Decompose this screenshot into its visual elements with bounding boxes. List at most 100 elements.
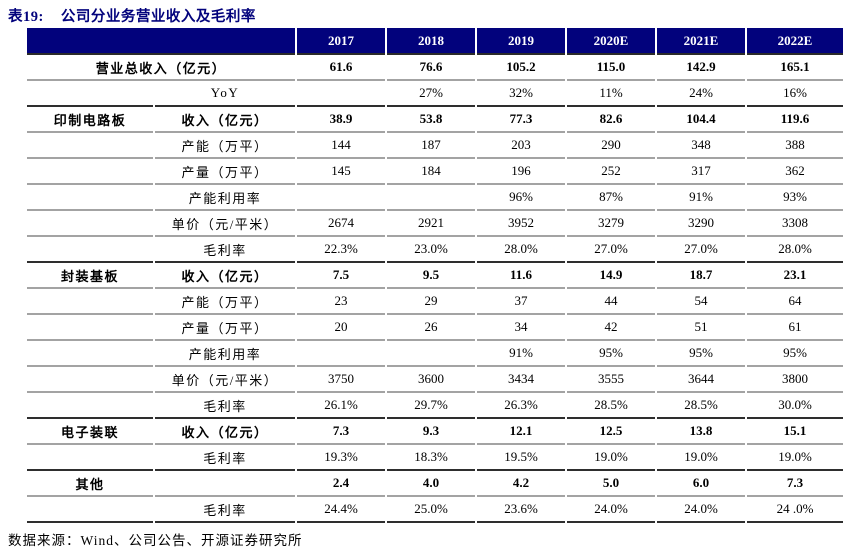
section-label <box>27 185 153 211</box>
value-cell: 115.0 <box>567 55 655 81</box>
section-label: 封装基板 <box>27 263 153 289</box>
value-cell: 2674 <box>297 211 385 237</box>
value-cell: 87% <box>567 185 655 211</box>
value-cell: 7.5 <box>297 263 385 289</box>
section-label <box>27 211 153 237</box>
value-cell: 3555 <box>567 367 655 393</box>
metric-label: 单价（元/平米） <box>155 367 295 393</box>
value-cell: 54 <box>657 289 745 315</box>
value-cell: 14.9 <box>567 263 655 289</box>
table-row: 产能利用率 91% 95% 95% 95% <box>27 341 843 367</box>
table-row: 电子装联 收入（亿元） 7.3 9.3 12.1 12.5 13.8 15.1 <box>27 419 843 445</box>
value-cell: 105.2 <box>477 55 565 81</box>
table-row: 印制电路板 收入（亿元） 38.9 53.8 77.3 82.6 104.4 119.6 <box>27 107 843 133</box>
value-cell: 24 .0% <box>747 497 843 523</box>
value-cell: 26.1% <box>297 393 385 419</box>
financial-table: 2017 2018 2019 2020E 2021E 2022E 营业总收入（亿… <box>25 28 845 523</box>
value-cell: 348 <box>657 133 745 159</box>
value-cell: 2921 <box>387 211 475 237</box>
value-cell: 23 <box>297 289 385 315</box>
value-cell: 317 <box>657 159 745 185</box>
table-row: 毛利率 24.4% 25.0% 23.6% 24.0% 24.0% 24 .0% <box>27 497 843 523</box>
value-cell: 32% <box>477 81 565 107</box>
value-cell: 7.3 <box>747 471 843 497</box>
metric-label: 毛利率 <box>155 497 295 523</box>
header-year: 2017 <box>297 28 385 55</box>
value-cell: 144 <box>297 133 385 159</box>
table-row: 毛利率 26.1% 29.7% 26.3% 28.5% 28.5% 30.0% <box>27 393 843 419</box>
metric-label: 产能利用率 <box>155 185 295 211</box>
table-row: YoY 27% 32% 11% 24% 16% <box>27 81 843 107</box>
section-label <box>27 445 153 471</box>
value-cell: 28.0% <box>477 237 565 263</box>
value-cell: 24.0% <box>657 497 745 523</box>
value-cell: 23.6% <box>477 497 565 523</box>
value-cell: 11.6 <box>477 263 565 289</box>
section-label: 印制电路板 <box>27 107 153 133</box>
table-row: 产能利用率 96% 87% 91% 93% <box>27 185 843 211</box>
value-cell: 165.1 <box>747 55 843 81</box>
table-row: 毛利率 22.3% 23.0% 28.0% 27.0% 27.0% 28.0% <box>27 237 843 263</box>
table-title-text: 公司分业务营业收入及毛利率 <box>60 9 256 25</box>
metric-label: 产能利用率 <box>155 341 295 367</box>
header-year: 2021E <box>657 28 745 55</box>
value-cell: 18.3% <box>387 445 475 471</box>
metric-label: 收入（亿元） <box>155 263 295 289</box>
value-cell: 44 <box>567 289 655 315</box>
table-row: 毛利率 19.3% 18.3% 19.5% 19.0% 19.0% 19.0% <box>27 445 843 471</box>
value-cell: 196 <box>477 159 565 185</box>
value-cell: 7.3 <box>297 419 385 445</box>
value-cell: 9.3 <box>387 419 475 445</box>
table-row: 单价（元/平米） 2674 2921 3952 3279 3290 3308 <box>27 211 843 237</box>
metric-label: 产能（万平） <box>155 289 295 315</box>
header-year: 2018 <box>387 28 475 55</box>
table-row: 单价（元/平米） 3750 3600 3434 3555 3644 3800 <box>27 367 843 393</box>
value-cell: 29.7% <box>387 393 475 419</box>
value-cell: 187 <box>387 133 475 159</box>
value-cell: 3600 <box>387 367 475 393</box>
table-number: 表19: <box>8 9 44 25</box>
value-cell: 3750 <box>297 367 385 393</box>
value-cell: 95% <box>567 341 655 367</box>
section-label <box>27 81 153 107</box>
value-cell: 290 <box>567 133 655 159</box>
section-label <box>27 289 153 315</box>
value-cell: 5.0 <box>567 471 655 497</box>
value-cell: 3308 <box>747 211 843 237</box>
value-cell: 3279 <box>567 211 655 237</box>
value-cell: 16% <box>747 81 843 107</box>
metric-label: 毛利率 <box>155 393 295 419</box>
header-year: 2022E <box>747 28 843 55</box>
table-row: 产量（万平） 145 184 196 252 317 362 <box>27 159 843 185</box>
value-cell: 19.0% <box>747 445 843 471</box>
value-cell: 12.5 <box>567 419 655 445</box>
value-cell: 53.8 <box>387 107 475 133</box>
value-cell: 4.2 <box>477 471 565 497</box>
metric-label: 毛利率 <box>155 445 295 471</box>
value-cell: 77.3 <box>477 107 565 133</box>
value-cell: 19.5% <box>477 445 565 471</box>
value-cell: 9.5 <box>387 263 475 289</box>
value-cell: 61 <box>747 315 843 341</box>
value-cell: 27.0% <box>657 237 745 263</box>
section-label <box>27 497 153 523</box>
metric-label: 产量（万平） <box>155 315 295 341</box>
value-cell: 28.0% <box>747 237 843 263</box>
metric-label: 单价（元/平米） <box>155 211 295 237</box>
value-cell: 3434 <box>477 367 565 393</box>
metric-label: 毛利率 <box>155 237 295 263</box>
value-cell: 24.4% <box>297 497 385 523</box>
value-cell: 96% <box>477 185 565 211</box>
value-cell: 13.8 <box>657 419 745 445</box>
value-cell: 91% <box>477 341 565 367</box>
value-cell: 252 <box>567 159 655 185</box>
table-row: 封装基板 收入（亿元） 7.5 9.5 11.6 14.9 18.7 23.1 <box>27 263 843 289</box>
section-label <box>27 341 153 367</box>
value-cell: 26 <box>387 315 475 341</box>
section-label <box>27 393 153 419</box>
section-label <box>27 237 153 263</box>
value-cell: 23.1 <box>747 263 843 289</box>
value-cell: 24% <box>657 81 745 107</box>
table-row: 营业总收入（亿元） 61.6 76.6 105.2 115.0 142.9 165.1 <box>27 55 843 81</box>
